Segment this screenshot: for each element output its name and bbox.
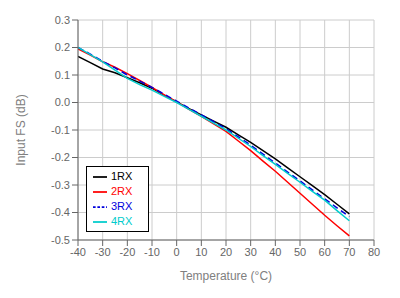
svg-text:80: 80 [368, 246, 380, 258]
svg-text:-0.3: -0.3 [51, 179, 70, 191]
svg-text:Input FS (dB): Input FS (dB) [14, 94, 28, 165]
svg-text:70: 70 [343, 246, 355, 258]
svg-text:40: 40 [269, 246, 281, 258]
svg-text:10: 10 [195, 246, 207, 258]
svg-text:0.2: 0.2 [55, 41, 70, 53]
svg-text:60: 60 [319, 246, 331, 258]
html-text:4RX: 4RX [111, 214, 133, 227]
svg-text:-40: -40 [70, 246, 86, 258]
svg-text:0: 0 [174, 246, 180, 258]
html-text:3RX: 3RX [111, 199, 133, 212]
svg-text:0.1: 0.1 [55, 69, 70, 81]
html-text:2RX: 2RX [111, 184, 133, 197]
svg-text:50: 50 [294, 246, 306, 258]
svg-text:0.0: 0.0 [55, 96, 70, 108]
svg-text:0.3: 0.3 [55, 14, 70, 26]
svg-text:-10: -10 [144, 246, 160, 258]
svg-text:-0.2: -0.2 [51, 151, 70, 163]
svg-text:-0.1: -0.1 [51, 124, 70, 136]
svg-text:-0.5: -0.5 [51, 234, 70, 246]
svg-text:Temperature (°C): Temperature (°C) [180, 269, 272, 283]
html-text:1RX: 1RX [111, 169, 133, 182]
svg-text:-30: -30 [95, 246, 111, 258]
svg-text:20: 20 [220, 246, 232, 258]
svg-text:-20: -20 [119, 246, 135, 258]
svg-text:-0.4: -0.4 [51, 206, 70, 218]
svg-text:30: 30 [245, 246, 257, 258]
